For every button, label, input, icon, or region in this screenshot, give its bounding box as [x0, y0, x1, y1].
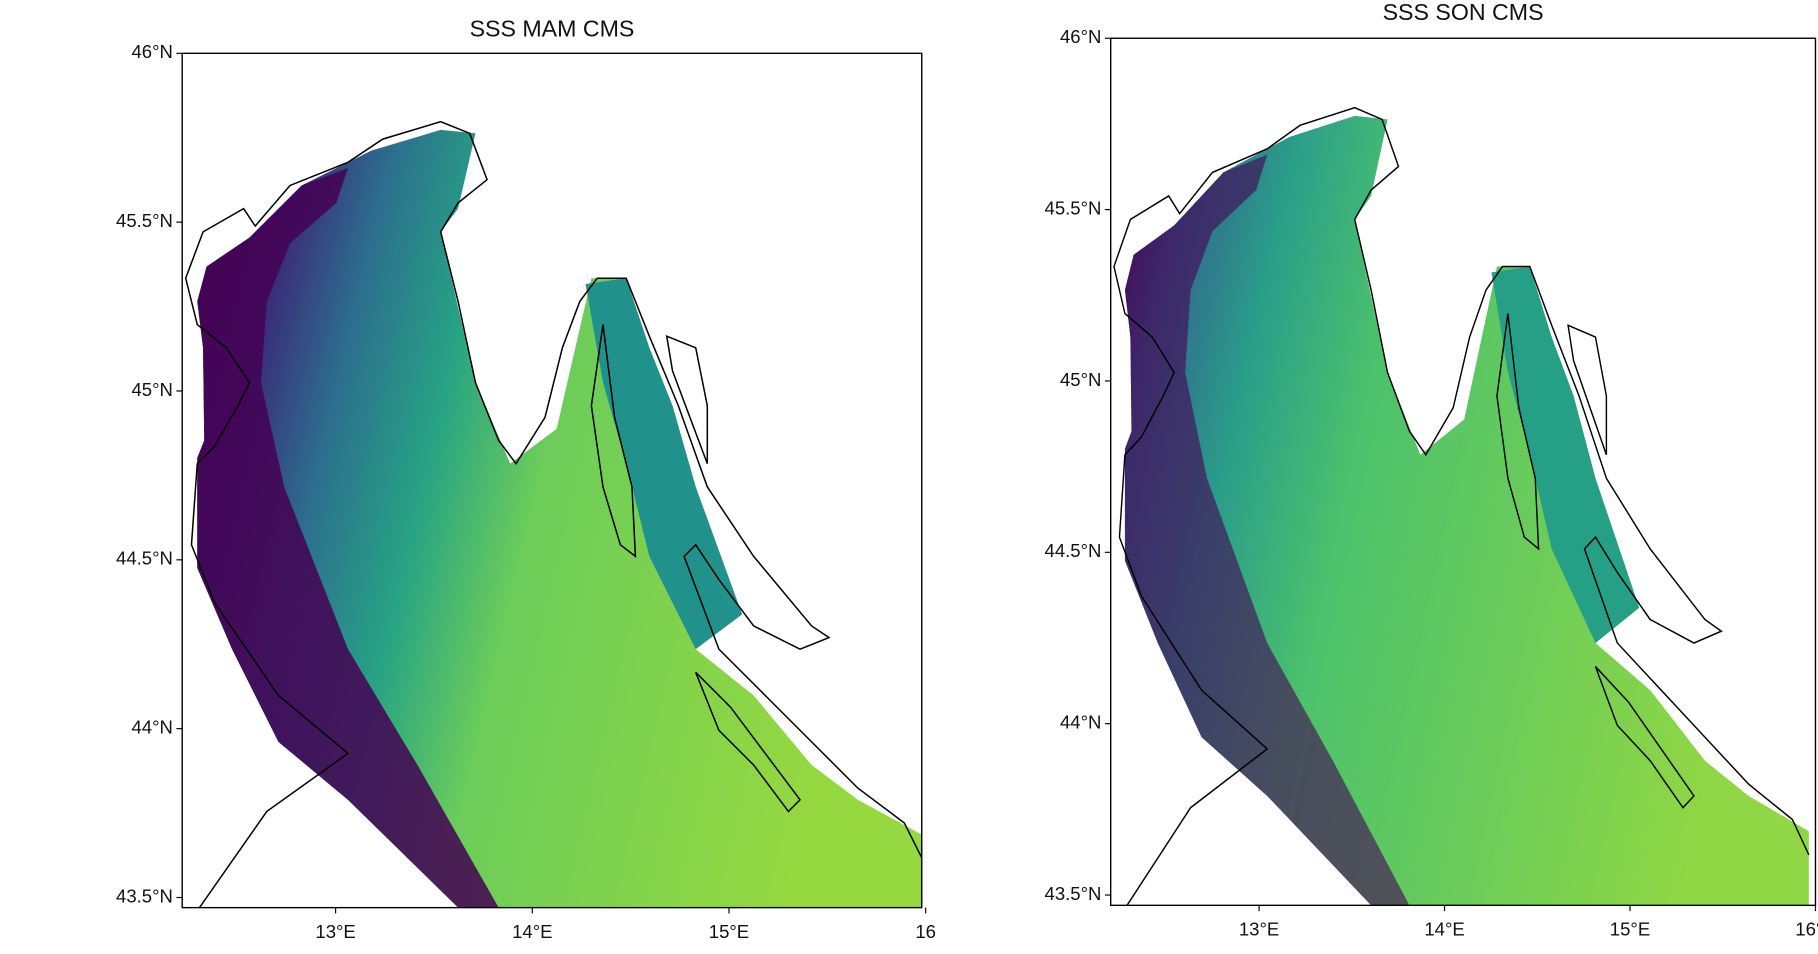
y-tick-label: 46°N	[132, 41, 173, 62]
y-tick-label: 43.5°N	[116, 885, 173, 906]
y-tick-label: 43.5°N	[1045, 883, 1102, 904]
x-tick-label: 16	[915, 921, 936, 942]
y-tick-label: 46°N	[1060, 26, 1101, 47]
sss-field-left	[184, 120, 922, 908]
panel-title: SSS SON CMS	[1383, 0, 1544, 25]
axes-frame	[1110, 37, 1817, 907]
x-tick-label: 13°E	[1239, 919, 1279, 940]
axes-frame	[181, 52, 923, 909]
y-tick-label: 44°N	[1060, 712, 1101, 733]
y-tick-label: 44°N	[132, 717, 173, 738]
panel-title: SSS MAM CMS	[470, 15, 635, 41]
sss-field-right	[1113, 106, 1810, 906]
x-tick-label: 14°E	[1424, 919, 1464, 940]
y-tick-label: 45°N	[132, 379, 173, 400]
x-tick-label: 16°E	[1795, 919, 1818, 940]
x-tick-label: 15°E	[1610, 919, 1650, 940]
x-tick-label: 14°E	[512, 921, 552, 942]
y-tick-label: 45.5°N	[1045, 197, 1102, 218]
y-tick-label: 45.5°N	[116, 210, 173, 231]
y-tick-label: 44.5°N	[1045, 540, 1102, 561]
y-tick-label: 44.5°N	[116, 548, 173, 569]
y-tick-label: 45°N	[1060, 369, 1101, 390]
x-tick-label: 15°E	[709, 921, 749, 942]
x-tick-label: 13°E	[315, 921, 355, 942]
